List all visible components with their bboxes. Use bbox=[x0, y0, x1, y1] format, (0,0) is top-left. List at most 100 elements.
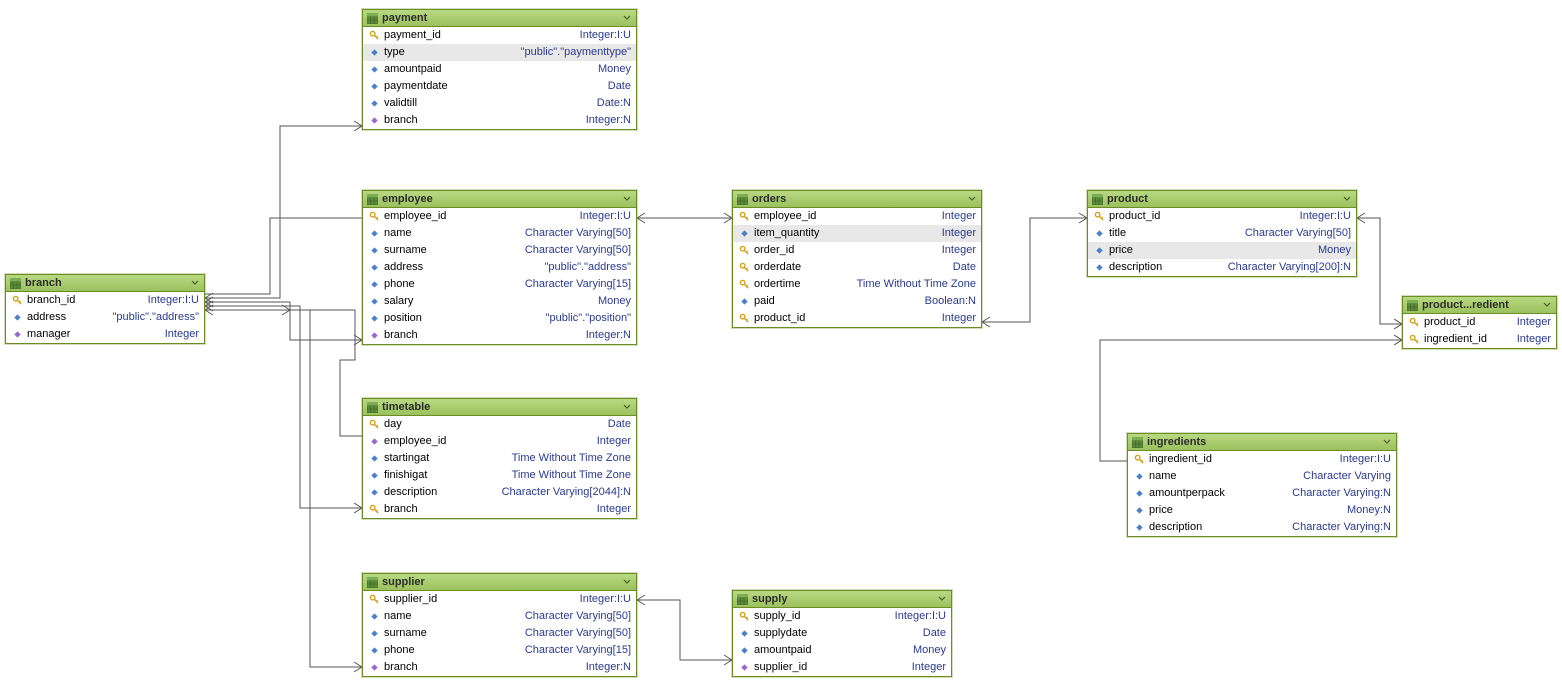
column-row-branch[interactable]: branchInteger:N bbox=[363, 327, 636, 344]
column-type: Integer bbox=[942, 226, 976, 241]
column-row-phone[interactable]: phoneCharacter Varying[15] bbox=[363, 276, 636, 293]
column-row-item_quantity[interactable]: item_quantityInteger bbox=[733, 225, 981, 242]
column-diamond-icon bbox=[1093, 262, 1105, 274]
column-row-description[interactable]: descriptionCharacter Varying:N bbox=[1128, 519, 1396, 536]
column-row-position[interactable]: position"public"."position" bbox=[363, 310, 636, 327]
column-row-amountpaid[interactable]: amountpaidMoney bbox=[733, 642, 951, 659]
table-ingredients[interactable]: ingredients ingredient_idInteger:I:UnameC… bbox=[1127, 433, 1397, 537]
column-diamond-icon bbox=[368, 98, 380, 110]
column-row-address[interactable]: address"public"."address" bbox=[363, 259, 636, 276]
table-header-product[interactable]: product bbox=[1088, 191, 1356, 208]
table-product[interactable]: productproduct_idInteger:I:UtitleCharact… bbox=[1087, 190, 1357, 277]
column-name: branch bbox=[384, 113, 418, 128]
column-name: surname bbox=[384, 626, 427, 641]
column-row-product_id[interactable]: product_idInteger bbox=[1403, 314, 1556, 331]
column-row-amountpaid[interactable]: amountpaidMoney bbox=[363, 61, 636, 78]
chevron-down-icon[interactable] bbox=[1382, 437, 1392, 447]
column-type: Character Varying bbox=[1303, 469, 1391, 484]
table-supplier[interactable]: suppliersupplier_idInteger:I:UnameCharac… bbox=[362, 573, 637, 677]
chevron-down-icon[interactable] bbox=[1342, 194, 1352, 204]
column-row-ordertime[interactable]: ordertimeTime Without Time Zone bbox=[733, 276, 981, 293]
table-header-branch[interactable]: branch bbox=[6, 275, 204, 292]
column-row-surname[interactable]: surnameCharacter Varying[50] bbox=[363, 625, 636, 642]
chevron-down-icon[interactable] bbox=[1542, 300, 1552, 310]
table-title: ingredients bbox=[1147, 436, 1206, 448]
table-grid-icon bbox=[737, 594, 748, 605]
column-row-description[interactable]: descriptionCharacter Varying[200]:N bbox=[1088, 259, 1356, 276]
chevron-down-icon[interactable] bbox=[190, 278, 200, 288]
table-header-supply[interactable]: supply bbox=[733, 591, 951, 608]
column-row-supplier_id[interactable]: supplier_idInteger:I:U bbox=[363, 591, 636, 608]
column-row-ingredient_id[interactable]: ingredient_idInteger bbox=[1403, 331, 1556, 348]
table-employee[interactable]: employeeemployee_idInteger:I:UnameCharac… bbox=[362, 190, 637, 345]
column-row-name[interactable]: nameCharacter Varying bbox=[1128, 468, 1396, 485]
column-name: day bbox=[384, 417, 402, 432]
column-row-address[interactable]: address"public"."address" bbox=[6, 309, 204, 326]
chevron-down-icon[interactable] bbox=[937, 594, 947, 604]
column-row-name[interactable]: nameCharacter Varying[50] bbox=[363, 225, 636, 242]
column-name: price bbox=[1149, 503, 1173, 518]
column-row-employee_id[interactable]: employee_idInteger bbox=[363, 433, 636, 450]
column-row-startingat[interactable]: startingatTime Without Time Zone bbox=[363, 450, 636, 467]
column-row-day[interactable]: dayDate bbox=[363, 416, 636, 433]
chevron-down-icon[interactable] bbox=[967, 194, 977, 204]
connector-employee-timetable bbox=[290, 310, 362, 436]
column-row-phone[interactable]: phoneCharacter Varying[15] bbox=[363, 642, 636, 659]
column-row-price[interactable]: priceMoney bbox=[1088, 242, 1356, 259]
column-name: product_id bbox=[1109, 209, 1160, 224]
column-row-validtill[interactable]: validtillDate:N bbox=[363, 95, 636, 112]
column-row-surname[interactable]: surnameCharacter Varying[50] bbox=[363, 242, 636, 259]
column-row-title[interactable]: titleCharacter Varying[50] bbox=[1088, 225, 1356, 242]
column-name: amountperpack bbox=[1149, 486, 1225, 501]
table-header-timetable[interactable]: timetable bbox=[363, 399, 636, 416]
column-row-salary[interactable]: salaryMoney bbox=[363, 293, 636, 310]
column-row-supplier_id[interactable]: supplier_idInteger bbox=[733, 659, 951, 676]
chevron-down-icon[interactable] bbox=[622, 402, 632, 412]
column-row-supply_id[interactable]: supply_idInteger:I:U bbox=[733, 608, 951, 625]
column-row-paid[interactable]: paidBoolean:N bbox=[733, 293, 981, 310]
column-row-price[interactable]: priceMoney:N bbox=[1128, 502, 1396, 519]
column-row-description[interactable]: descriptionCharacter Varying[2044]:N bbox=[363, 484, 636, 501]
column-row-name[interactable]: nameCharacter Varying[50] bbox=[363, 608, 636, 625]
column-row-paymentdate[interactable]: paymentdateDate bbox=[363, 78, 636, 95]
table-product_ingredient[interactable]: product...redientproduct_idIntegeringred… bbox=[1402, 296, 1557, 349]
table-timetable[interactable]: timetable dayDateemployee_idIntegerstarti… bbox=[362, 398, 637, 519]
table-supply[interactable]: supplysupply_idInteger:I:UsupplydateDate… bbox=[732, 590, 952, 677]
table-header-supplier[interactable]: supplier bbox=[363, 574, 636, 591]
chevron-down-icon[interactable] bbox=[622, 577, 632, 587]
column-row-manager[interactable]: managerInteger bbox=[6, 326, 204, 343]
column-row-product_id[interactable]: product_idInteger bbox=[733, 310, 981, 327]
column-row-employee_id[interactable]: employee_idInteger bbox=[733, 208, 981, 225]
column-row-employee_id[interactable]: employee_idInteger:I:U bbox=[363, 208, 636, 225]
column-type: Integer bbox=[165, 327, 199, 342]
column-diamond-icon bbox=[1133, 522, 1145, 534]
table-header-employee[interactable]: employee bbox=[363, 191, 636, 208]
column-row-branch_id[interactable]: branch_idInteger:I:U bbox=[6, 292, 204, 309]
column-row-type[interactable]: type"public"."paymenttype" bbox=[363, 44, 636, 61]
connector-branch-timetable bbox=[205, 306, 362, 508]
primary-key-icon bbox=[368, 211, 380, 223]
table-header-orders[interactable]: orders bbox=[733, 191, 981, 208]
chevron-down-icon[interactable] bbox=[622, 194, 632, 204]
column-row-supplydate[interactable]: supplydateDate bbox=[733, 625, 951, 642]
column-row-order_id[interactable]: order_idInteger bbox=[733, 242, 981, 259]
fk-diamond-icon bbox=[368, 436, 380, 448]
column-row-branch[interactable]: branchInteger bbox=[363, 501, 636, 518]
column-row-branch[interactable]: branchInteger:N bbox=[363, 659, 636, 676]
column-row-ingredient_id[interactable]: ingredient_idInteger:I:U bbox=[1128, 451, 1396, 468]
table-branch[interactable]: branchbranch_idInteger:I:Uaddress"public… bbox=[5, 274, 205, 344]
table-payment[interactable]: paymentpayment_idInteger:I:Utype"public"… bbox=[362, 9, 637, 130]
column-row-orderdate[interactable]: orderdateDate bbox=[733, 259, 981, 276]
chevron-down-icon[interactable] bbox=[622, 13, 632, 23]
table-header-payment[interactable]: payment bbox=[363, 10, 636, 27]
table-title: timetable bbox=[382, 401, 430, 413]
table-header-product_ingredient[interactable]: product...redient bbox=[1403, 297, 1556, 314]
column-row-branch[interactable]: branchInteger:N bbox=[363, 112, 636, 129]
table-header-ingredients[interactable]: ingredients bbox=[1128, 434, 1396, 451]
column-row-amountperpack[interactable]: amountperpackCharacter Varying:N bbox=[1128, 485, 1396, 502]
column-row-payment_id[interactable]: payment_idInteger:I:U bbox=[363, 27, 636, 44]
column-type: Integer bbox=[1517, 332, 1551, 347]
column-row-finishigat[interactable]: finishigatTime Without Time Zone bbox=[363, 467, 636, 484]
table-orders[interactable]: ordersemployee_idIntegeritem_quantityInt… bbox=[732, 190, 982, 328]
column-row-product_id[interactable]: product_idInteger:I:U bbox=[1088, 208, 1356, 225]
